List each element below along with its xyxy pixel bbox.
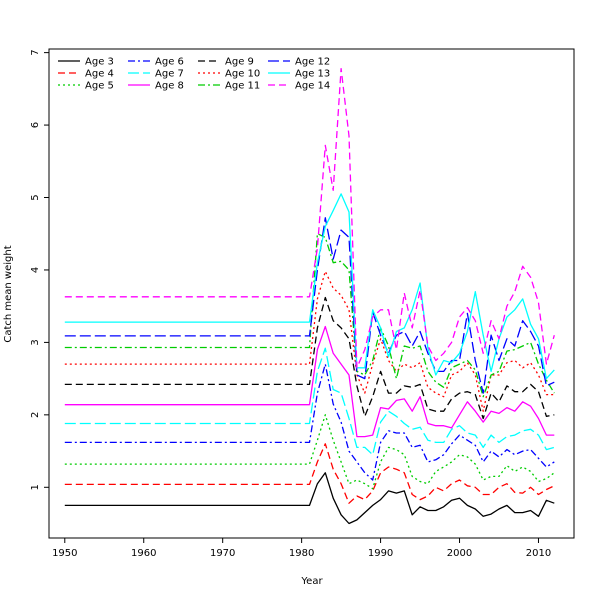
series-line-age-10 [64,270,555,412]
series-line-age-7 [64,347,555,456]
y-tick-label: 5 [30,194,41,200]
legend-label: Age 11 [225,81,260,92]
x-axis-label: Year [300,576,323,587]
legend-label: Age 13 [295,69,330,80]
legend-label: Age 10 [225,69,260,80]
series-line-age-4 [64,443,555,504]
series-line-age-8 [64,325,555,438]
x-tick-label: 1990 [368,548,393,559]
series-line-age-12 [64,217,555,394]
x-tick-label: 1950 [52,548,77,559]
x-axis: 1950 1960 1970 1980 1990 2000 2010 [52,538,551,559]
legend-label: Age 6 [155,57,184,68]
series-line-age-11 [64,233,555,398]
legend-label: Age 12 [295,57,330,68]
legend-label: Age 9 [225,57,254,68]
y-tick-label: 3 [30,339,41,345]
x-tick-label: 1970 [210,548,235,559]
x-tick-label: 2000 [447,548,472,559]
legend-label: Age 4 [85,69,114,80]
x-tick-label: 1960 [131,548,156,559]
legend-label: Age 8 [155,81,184,92]
legend-label: Age 3 [85,57,114,68]
y-tick-label: 4 [30,267,41,273]
series-line-age-13 [64,193,555,380]
y-tick-label: 1 [30,484,41,490]
y-axis-label: Catch mean weight [3,245,14,342]
x-tick-label: 1980 [289,548,314,559]
legend-label: Age 7 [155,69,184,80]
series-line-age-6 [64,363,555,481]
series-line-age-5 [64,414,555,490]
series-line-age-14 [64,67,555,369]
y-tick-label: 6 [30,122,41,128]
y-tick-label: 7 [30,49,41,55]
legend-label: Age 5 [85,81,114,92]
y-axis: 1 2 3 4 5 6 7 [30,49,49,490]
series-line-age-9 [64,296,555,420]
legend-label: Age 14 [295,81,330,92]
series-lines [64,67,555,525]
series-line-age-3 [64,472,555,525]
plot-frame [48,48,575,539]
y-tick-label: 2 [30,412,41,418]
x-tick-label: 2010 [526,548,551,559]
